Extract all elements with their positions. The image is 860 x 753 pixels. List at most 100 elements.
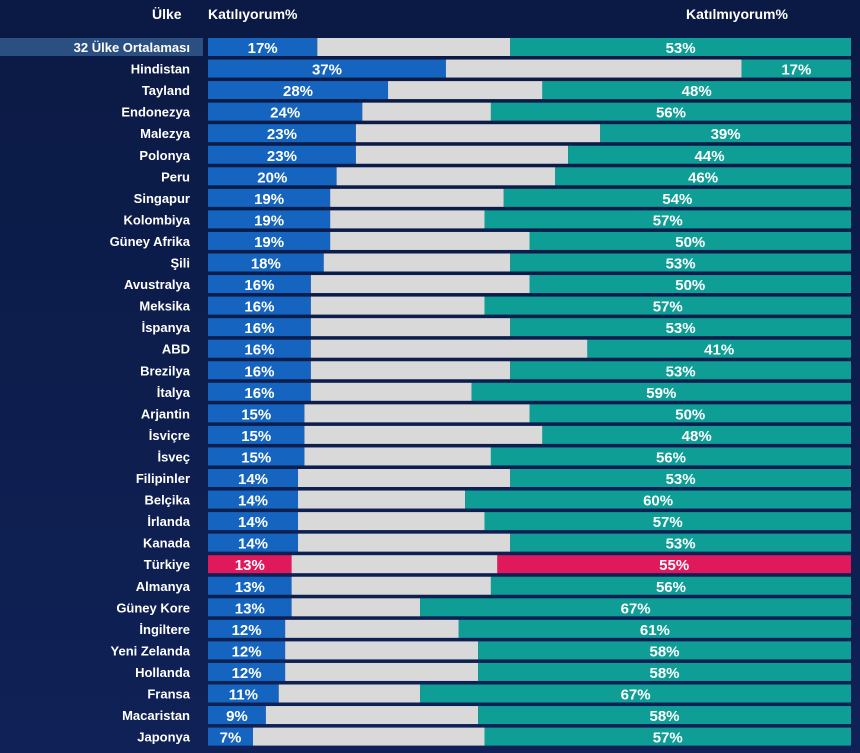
bar-neutral-yeni-zelanda bbox=[285, 641, 479, 660]
bar-disagree-peru bbox=[555, 167, 851, 186]
bar-neutral-malezya bbox=[355, 124, 601, 143]
bar-neutral-isvec bbox=[304, 447, 491, 466]
value-agree-japonya: 7% bbox=[220, 730, 242, 747]
value-agree-irlanda: 14% bbox=[238, 514, 268, 531]
value-disagree-yeni-zelanda: 58% bbox=[650, 643, 680, 660]
bar-disagree-macaristan bbox=[478, 706, 851, 725]
bar-agree-meksika bbox=[208, 296, 311, 315]
bar-disagree-hollanda bbox=[478, 662, 851, 681]
bar-neutral-macaristan bbox=[265, 706, 479, 725]
bar-agree-ingiltere bbox=[208, 619, 286, 638]
bar-disagree-almanya bbox=[490, 576, 851, 595]
value-disagree-japonya: 57% bbox=[653, 730, 683, 747]
value-agree-isvicre: 15% bbox=[241, 428, 271, 445]
bar-agree-32-ulke-ortalamasi bbox=[208, 38, 318, 56]
value-disagree-kolombiya: 57% bbox=[653, 212, 683, 229]
value-agree-italya: 16% bbox=[244, 385, 274, 402]
category-label-guney-afrika: Güney Afrika bbox=[110, 234, 191, 249]
bar-agree-almanya bbox=[208, 576, 292, 595]
bar-disagree-tayland bbox=[542, 81, 851, 100]
bar-neutral-filipinler bbox=[298, 469, 511, 487]
bar-neutral-turkiye bbox=[291, 555, 498, 574]
category-label-tayland: Tayland bbox=[142, 83, 190, 98]
bar-disagree-hindistan bbox=[741, 59, 851, 78]
bar-disagree-singapur bbox=[503, 188, 851, 207]
bar-disagree-turkiye bbox=[497, 555, 851, 574]
category-label-fransa: Fransa bbox=[147, 687, 190, 702]
value-agree-meksika: 16% bbox=[244, 299, 274, 316]
value-disagree-tayland: 48% bbox=[682, 83, 712, 100]
value-agree-singapur: 19% bbox=[254, 191, 284, 208]
bar-neutral-32-ulke-ortalamasi bbox=[317, 38, 511, 56]
bar-neutral-peru bbox=[336, 167, 556, 186]
value-disagree-malezya: 39% bbox=[711, 126, 741, 143]
bar-neutral-abd bbox=[310, 339, 588, 358]
value-disagree-isvec: 56% bbox=[656, 449, 686, 466]
bar-disagree-ispanya bbox=[510, 318, 851, 337]
value-disagree-brezilya: 53% bbox=[666, 363, 696, 380]
category-label-isvicre: İsviçre bbox=[149, 428, 190, 443]
category-label-guney-kore: Güney Kore bbox=[116, 600, 190, 615]
value-agree-hindistan: 37% bbox=[312, 62, 342, 79]
category-label-polonya: Polonya bbox=[139, 148, 190, 163]
bar-agree-singapur bbox=[208, 188, 331, 207]
value-agree-32-ulke-ortalamasi: 17% bbox=[248, 40, 278, 57]
value-agree-abd: 16% bbox=[244, 342, 274, 359]
bar-disagree-yeni-zelanda bbox=[478, 641, 851, 660]
bar-agree-sili bbox=[208, 253, 324, 272]
value-agree-peru: 20% bbox=[257, 169, 287, 186]
category-label-hollanda: Hollanda bbox=[135, 665, 191, 680]
value-agree-arjantin: 15% bbox=[241, 406, 271, 423]
bar-neutral-hindistan bbox=[445, 59, 742, 78]
category-label-almanya: Almanya bbox=[136, 579, 191, 594]
bar-neutral-polonya bbox=[355, 145, 569, 164]
bar-neutral-hollanda bbox=[285, 662, 479, 681]
value-agree-sili: 18% bbox=[251, 256, 281, 273]
bar-neutral-ispanya bbox=[310, 318, 511, 337]
value-disagree-singapur: 54% bbox=[662, 191, 692, 208]
category-label-peru: Peru bbox=[161, 169, 190, 184]
bar-agree-tayland bbox=[208, 81, 389, 100]
value-agree-kanada: 14% bbox=[238, 536, 268, 553]
value-disagree-almanya: 56% bbox=[656, 579, 686, 596]
bar-disagree-isvec bbox=[490, 447, 851, 466]
bar-agree-hollanda bbox=[208, 662, 286, 681]
category-label-turkiye: Türkiye bbox=[144, 557, 190, 572]
bar-agree-fransa bbox=[208, 684, 279, 703]
bar-neutral-isvicre bbox=[304, 425, 543, 444]
value-agree-ingiltere: 12% bbox=[232, 622, 262, 639]
value-agree-isvec: 15% bbox=[241, 449, 271, 466]
bar-agree-polonya bbox=[208, 145, 356, 164]
bar-disagree-fransa bbox=[420, 684, 851, 703]
value-agree-almanya: 13% bbox=[235, 579, 265, 596]
bar-agree-ispanya bbox=[208, 318, 311, 337]
bar-agree-kanada bbox=[208, 533, 299, 552]
bar-agree-isvicre bbox=[208, 425, 305, 444]
value-agree-avustralya: 16% bbox=[244, 277, 274, 294]
value-agree-filipinler: 14% bbox=[238, 471, 268, 488]
category-label-brezilya: Brezilya bbox=[140, 363, 191, 378]
bar-neutral-irlanda bbox=[298, 512, 485, 531]
bar-agree-malezya bbox=[208, 124, 356, 143]
value-agree-malezya: 23% bbox=[267, 126, 297, 143]
bar-agree-guney-kore bbox=[208, 598, 292, 617]
value-disagree-abd: 41% bbox=[704, 342, 734, 359]
bar-neutral-italya bbox=[310, 382, 472, 401]
value-agree-yeni-zelanda: 12% bbox=[232, 643, 262, 660]
category-label-isvec: İsveç bbox=[157, 449, 190, 464]
bar-agree-avustralya bbox=[208, 275, 311, 294]
value-disagree-sili: 53% bbox=[666, 256, 696, 273]
bar-neutral-japonya bbox=[253, 727, 485, 746]
bar-neutral-kanada bbox=[298, 533, 511, 552]
category-label-meksika: Meksika bbox=[139, 299, 190, 314]
bar-disagree-arjantin bbox=[529, 404, 851, 423]
bar-agree-japonya bbox=[208, 727, 254, 746]
category-label-singapur: Singapur bbox=[134, 191, 190, 206]
value-disagree-ispanya: 53% bbox=[666, 320, 696, 337]
bar-disagree-polonya bbox=[568, 145, 851, 164]
bar-disagree-kanada bbox=[510, 533, 851, 552]
category-label-malezya: Malezya bbox=[140, 126, 191, 141]
header-disagree-label: Katılmıyorum% bbox=[686, 6, 788, 22]
bar-agree-abd bbox=[208, 339, 311, 358]
category-label-kolombiya: Kolombiya bbox=[124, 212, 191, 227]
